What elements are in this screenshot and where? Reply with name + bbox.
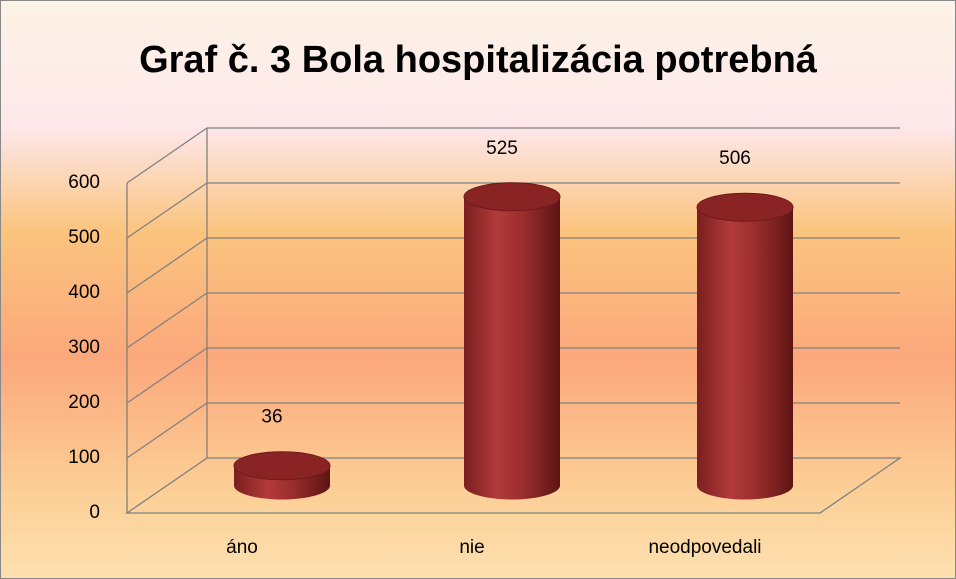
bar — [463, 182, 561, 500]
bar-top — [463, 182, 561, 212]
y-tick-label: 500 — [68, 227, 100, 248]
bar-top — [696, 192, 794, 222]
y-tick-label: 300 — [68, 337, 100, 358]
grid-line — [126, 292, 900, 349]
data-label: 506 — [719, 148, 751, 169]
grid-line — [126, 182, 900, 239]
y-tick-label: 600 — [68, 172, 100, 193]
bar-body — [697, 207, 793, 500]
floor — [124, 457, 903, 514]
x-tick-label: áno — [226, 537, 258, 558]
bar-top — [233, 451, 331, 481]
bar-body — [464, 196, 560, 500]
y-tick-label: 100 — [68, 447, 100, 468]
x-tick-label: neodpovedali — [648, 537, 761, 558]
bar — [696, 192, 794, 500]
y-tick-label: 400 — [68, 282, 100, 303]
chart-title: Graf č. 3 Bola hospitalizácia potrebná — [139, 39, 818, 81]
data-label: 525 — [486, 138, 518, 159]
x-tick-label: nie — [459, 537, 484, 558]
bar — [233, 451, 331, 500]
grid-line — [126, 347, 900, 404]
grid-line — [126, 127, 900, 184]
data-label: 36 — [261, 407, 282, 428]
y-tick-label: 0 — [89, 502, 100, 523]
grid-line — [126, 402, 900, 459]
y-tick-label: 200 — [68, 392, 100, 413]
grid-line — [126, 237, 900, 294]
